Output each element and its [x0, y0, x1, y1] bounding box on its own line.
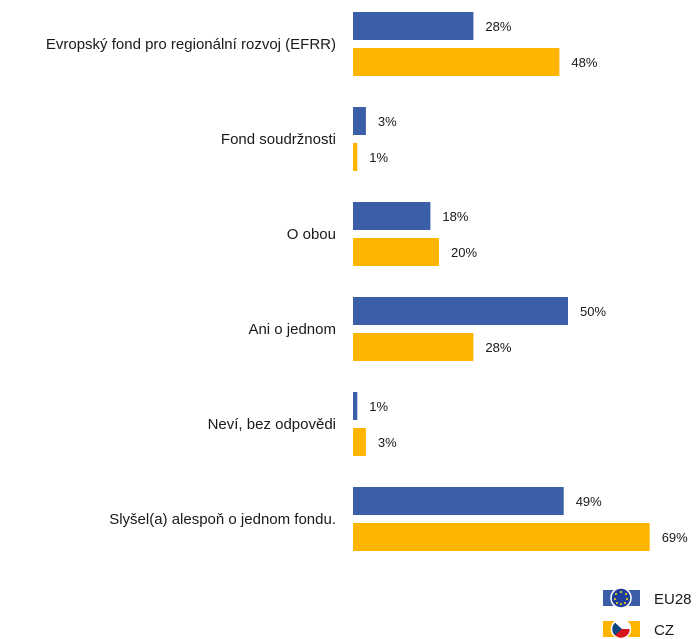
bar-cz: [353, 333, 474, 361]
legend-item-cz: CZ: [603, 618, 674, 639]
value-label: 28%: [485, 19, 511, 34]
category-label: O obou: [287, 226, 336, 243]
bar-eu28: [353, 392, 358, 420]
category-label: Ani o jednom: [248, 321, 336, 338]
legend-item-eu28: EU28: [603, 587, 692, 609]
bar-cz: [353, 523, 650, 551]
value-label: 49%: [576, 494, 602, 509]
category-label: Evropský fond pro regionální rozvoj (EFR…: [46, 36, 336, 53]
value-label: 69%: [662, 530, 688, 545]
category-group: Fond soudržnosti 3% 1%: [221, 107, 397, 171]
value-label: 1%: [369, 150, 388, 165]
category-group: Evropský fond pro regionální rozvoj (EFR…: [46, 12, 598, 76]
legend-label-eu28: EU28: [654, 591, 692, 608]
category-group: Slyšel(a) alespoň o jednom fondu. 49% 69%: [109, 487, 688, 551]
category-label: Slyšel(a) alespoň o jednom fondu.: [109, 511, 336, 528]
legend-label-cz: CZ: [654, 622, 674, 639]
category-group: O obou 18% 20%: [287, 202, 477, 266]
bar-eu28: [353, 107, 366, 135]
czech-flag-icon: [610, 618, 632, 639]
bar-eu28: [353, 487, 564, 515]
bar-eu28: [353, 12, 474, 40]
bar-cz: [353, 428, 366, 456]
bar-cz: [353, 48, 560, 76]
category-label: Fond soudržnosti: [221, 131, 336, 148]
value-label: 1%: [369, 399, 388, 414]
category-label: Neví, bez odpovědi: [208, 416, 336, 433]
value-label: 18%: [442, 209, 468, 224]
bar-eu28: [353, 202, 431, 230]
value-label: 3%: [378, 435, 397, 450]
value-label: 3%: [378, 114, 397, 129]
bar-cz: [353, 238, 439, 266]
bar-eu28: [353, 297, 568, 325]
bar-cz: [353, 143, 358, 171]
value-label: 50%: [580, 304, 606, 319]
value-label: 28%: [485, 340, 511, 355]
legend: EU28 CZ: [603, 587, 692, 639]
eu-flag-icon: [610, 587, 632, 609]
category-group: Neví, bez odpovědi 1% 3%: [208, 392, 397, 456]
category-group: Ani o jednom 50% 28%: [248, 297, 606, 361]
bars-layer: Evropský fond pro regionální rozvoj (EFR…: [46, 12, 688, 551]
value-label: 48%: [571, 55, 597, 70]
value-label: 20%: [451, 245, 477, 260]
